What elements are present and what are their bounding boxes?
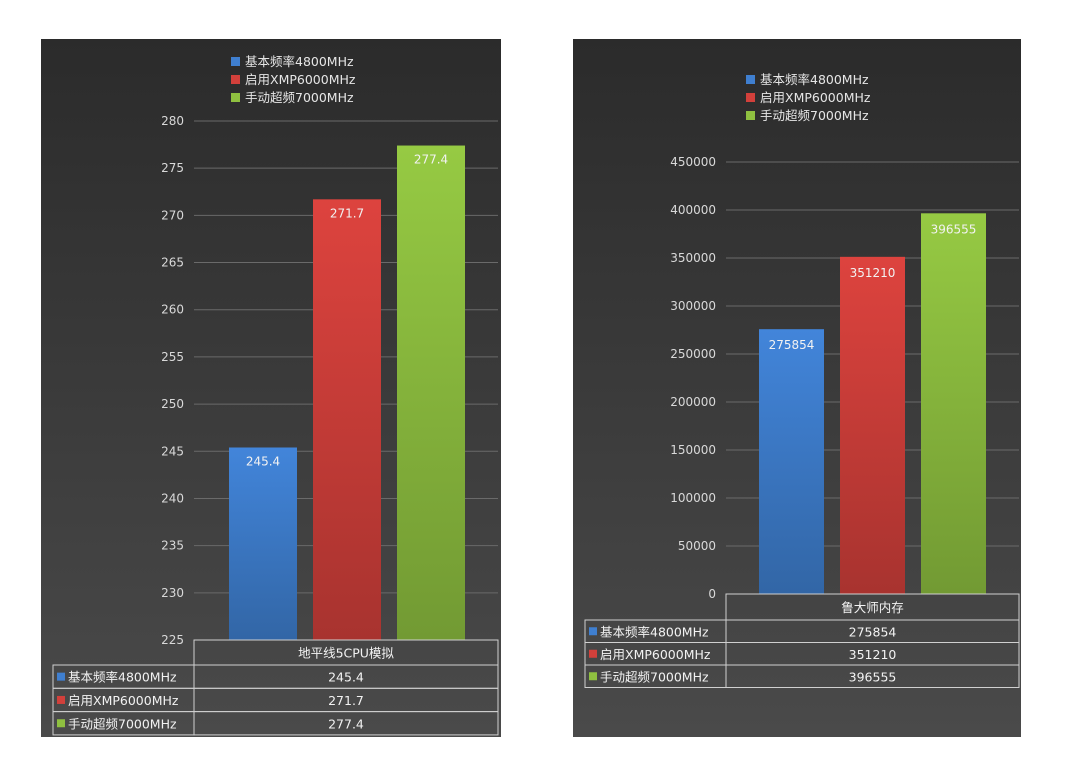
- legend-swatch: [746, 93, 755, 102]
- table-legend-swatch: [57, 695, 65, 704]
- bar-series-3: [397, 145, 465, 640]
- table-value: 351210: [849, 647, 897, 662]
- y-tick-label: 400000: [670, 203, 716, 217]
- bar-series-3: [921, 213, 986, 595]
- y-tick-label: 0: [708, 587, 716, 601]
- table-series-name: 启用XMP6000MHz: [68, 693, 179, 708]
- data-label: 277.4: [414, 153, 448, 167]
- table-series-name: 基本频率4800MHz: [600, 624, 709, 639]
- y-tick-label: 270: [161, 208, 184, 222]
- y-tick-label: 240: [161, 491, 184, 505]
- bar-series-1: [759, 329, 824, 594]
- table-value: 271.7: [328, 693, 364, 708]
- data-label: 275854: [769, 338, 815, 352]
- table-value: 277.4: [328, 716, 364, 731]
- table-value: 245.4: [328, 670, 364, 685]
- table-value: 396555: [849, 669, 897, 684]
- data-label: 351210: [850, 266, 896, 280]
- table-legend-swatch: [57, 672, 65, 681]
- table-category-label: 地平线5CPU模拟: [298, 646, 394, 661]
- y-tick-label: 200000: [670, 395, 716, 409]
- table-series-name: 手动超频7000MHz: [68, 716, 177, 731]
- y-tick-label: 280: [161, 114, 184, 128]
- table-legend-swatch: [589, 672, 597, 681]
- legend-label: 启用XMP6000MHz: [760, 90, 871, 105]
- data-label: 396555: [931, 222, 977, 236]
- y-tick-label: 235: [161, 539, 184, 553]
- table-cell: [725, 664, 1020, 688]
- chart-panel-left: 225 230 235 240 245 250 255 260 265 270 275 280 245.…: [41, 39, 501, 737]
- y-tick-label: 150000: [670, 443, 716, 457]
- y-tick-label: 250: [161, 397, 184, 411]
- legend-label: 手动超频7000MHz: [245, 90, 354, 105]
- y-tick-label: 245: [161, 444, 184, 458]
- table-series-name: 启用XMP6000MHz: [600, 647, 711, 662]
- y-tick-label: 300000: [670, 299, 716, 313]
- chart-panel-right: 0 50000 100000 150000 200000 250000 300000 3500…: [573, 39, 1021, 737]
- table-category-label: 鲁大师内存: [841, 600, 904, 615]
- legend-swatch: [231, 93, 240, 102]
- legend-swatch: [231, 57, 240, 66]
- y-tick-label: 275: [161, 161, 184, 175]
- legend-label: 手动超频7000MHz: [760, 108, 869, 123]
- y-tick-label: 50000: [678, 539, 716, 553]
- y-tick-label: 265: [161, 256, 184, 270]
- legend-swatch: [231, 75, 240, 84]
- y-tick-label: 260: [161, 303, 184, 317]
- legend-swatch: [746, 75, 755, 84]
- y-tick-label: 225: [161, 633, 184, 647]
- table-series-name: 基本频率4800MHz: [68, 670, 177, 685]
- legend-swatch: [746, 111, 755, 120]
- chart-left: 225 230 235 240 245 250 255 260 265 270 275 280 245.…: [41, 39, 501, 737]
- table-value: 275854: [849, 624, 897, 639]
- y-tick-label: 250000: [670, 347, 716, 361]
- data-label: 245.4: [246, 454, 280, 468]
- table-legend-swatch: [57, 719, 65, 728]
- bar-series-1: [229, 447, 297, 640]
- y-tick-label: 450000: [670, 155, 716, 169]
- bar-series-2: [840, 256, 905, 594]
- legend-label: 基本频率4800MHz: [760, 72, 869, 87]
- table-cell: [193, 711, 499, 736]
- bar-series-2: [313, 199, 381, 640]
- legend-label: 基本频率4800MHz: [245, 54, 354, 69]
- y-tick-label: 350000: [670, 251, 716, 265]
- y-tick-label: 255: [161, 350, 184, 364]
- table-legend-swatch: [589, 627, 597, 636]
- table-series-name: 手动超频7000MHz: [600, 669, 709, 684]
- y-tick-label: 230: [161, 586, 184, 600]
- data-label: 271.7: [330, 206, 364, 220]
- table-legend-swatch: [589, 649, 597, 658]
- legend-label: 启用XMP6000MHz: [245, 72, 356, 87]
- y-tick-label: 100000: [670, 491, 716, 505]
- chart-right: 0 50000 100000 150000 200000 250000 300000 3500…: [573, 39, 1021, 737]
